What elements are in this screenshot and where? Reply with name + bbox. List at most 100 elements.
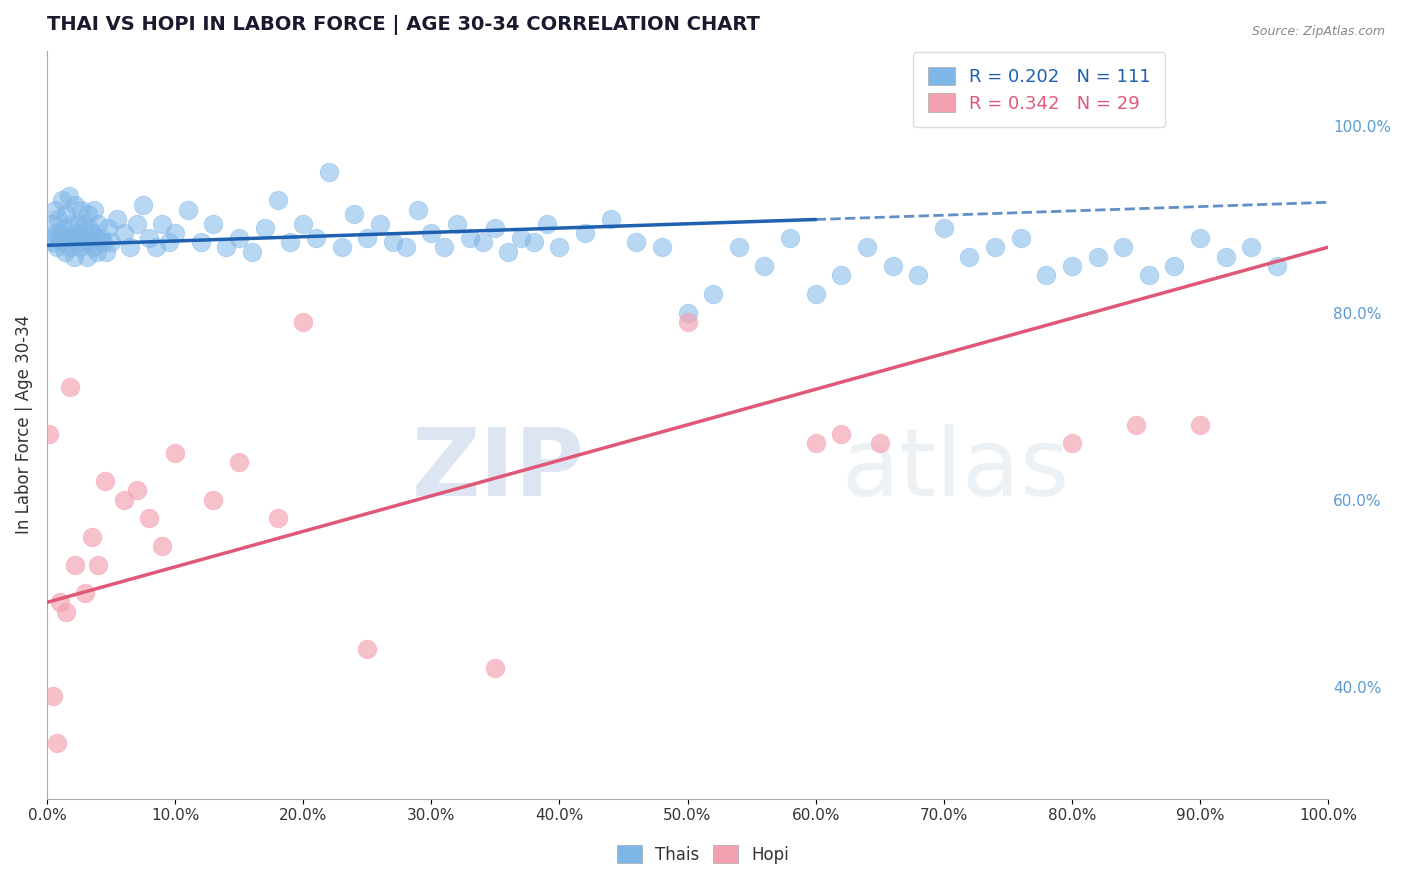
- Point: [120, 240, 142, 254]
- Point: [278, 235, 301, 250]
- Point: [41, 217, 63, 231]
- Point: [112, 492, 135, 507]
- Point: [46, 736, 69, 750]
- Point: [93, 474, 115, 488]
- Point: [80, 226, 103, 240]
- Point: [240, 244, 263, 259]
- Point: [446, 217, 468, 231]
- Legend: R = 0.202   N = 111, R = 0.342   N = 29: R = 0.202 N = 111, R = 0.342 N = 29: [914, 53, 1166, 128]
- Point: [433, 240, 456, 254]
- Point: [87, 558, 110, 572]
- Point: [48, 595, 70, 609]
- Point: [52, 221, 75, 235]
- Point: [112, 226, 135, 240]
- Point: [59, 240, 82, 254]
- Point: [97, 221, 120, 235]
- Point: [90, 231, 112, 245]
- Point: [368, 217, 391, 231]
- Point: [59, 380, 82, 394]
- Point: [62, 231, 84, 245]
- Point: [45, 226, 67, 240]
- Point: [150, 539, 173, 553]
- Point: [1035, 268, 1057, 283]
- Point: [138, 231, 160, 245]
- Point: [266, 194, 288, 208]
- Point: [1188, 417, 1211, 432]
- Point: [53, 244, 76, 259]
- Point: [676, 305, 699, 319]
- Point: [157, 235, 180, 250]
- Point: [1215, 250, 1237, 264]
- Point: [471, 235, 494, 250]
- Point: [44, 202, 66, 217]
- Point: [1163, 259, 1185, 273]
- Point: [804, 436, 827, 450]
- Point: [42, 689, 65, 703]
- Point: [49, 235, 72, 250]
- Point: [395, 240, 418, 254]
- Point: [957, 250, 980, 264]
- Point: [599, 212, 621, 227]
- Point: [42, 235, 65, 250]
- Text: Source: ZipAtlas.com: Source: ZipAtlas.com: [1251, 25, 1385, 38]
- Point: [626, 235, 648, 250]
- Point: [343, 207, 366, 221]
- Point: [77, 221, 100, 235]
- Point: [138, 511, 160, 525]
- Point: [830, 427, 852, 442]
- Point: [150, 217, 173, 231]
- Point: [73, 217, 96, 231]
- Point: [496, 244, 519, 259]
- Point: [100, 235, 122, 250]
- Point: [215, 240, 238, 254]
- Point: [702, 286, 724, 301]
- Point: [330, 240, 353, 254]
- Point: [727, 240, 749, 254]
- Point: [484, 221, 506, 235]
- Point: [356, 231, 378, 245]
- Point: [105, 212, 128, 227]
- Point: [76, 250, 98, 264]
- Point: [253, 221, 276, 235]
- Point: [292, 315, 315, 329]
- Point: [830, 268, 852, 283]
- Point: [75, 586, 97, 600]
- Point: [83, 202, 105, 217]
- Point: [1010, 231, 1032, 245]
- Point: [62, 250, 84, 264]
- Point: [882, 259, 904, 273]
- Point: [65, 235, 87, 250]
- Point: [69, 240, 91, 254]
- Point: [523, 235, 546, 250]
- Point: [39, 231, 62, 245]
- Point: [77, 207, 100, 221]
- Point: [548, 240, 571, 254]
- Point: [1112, 240, 1135, 254]
- Point: [51, 194, 73, 208]
- Point: [676, 315, 699, 329]
- Y-axis label: In Labor Force | Age 30-34: In Labor Force | Age 30-34: [15, 315, 32, 534]
- Point: [869, 436, 891, 450]
- Text: atlas: atlas: [841, 424, 1070, 516]
- Point: [1137, 268, 1160, 283]
- Point: [46, 240, 69, 254]
- Point: [408, 202, 430, 217]
- Point: [86, 244, 108, 259]
- Point: [574, 226, 596, 240]
- Text: ZIP: ZIP: [412, 424, 585, 516]
- Legend: Thais, Hopi: Thais, Hopi: [610, 838, 796, 871]
- Point: [458, 231, 481, 245]
- Point: [163, 446, 186, 460]
- Point: [67, 226, 90, 240]
- Text: THAI VS HOPI IN LABOR FORCE | AGE 30-34 CORRELATION CHART: THAI VS HOPI IN LABOR FORCE | AGE 30-34 …: [46, 15, 759, 35]
- Point: [84, 231, 107, 245]
- Point: [177, 202, 200, 217]
- Point: [804, 286, 827, 301]
- Point: [1060, 259, 1083, 273]
- Point: [984, 240, 1007, 254]
- Point: [292, 217, 315, 231]
- Point: [87, 217, 110, 231]
- Point: [907, 268, 929, 283]
- Point: [1188, 231, 1211, 245]
- Point: [651, 240, 673, 254]
